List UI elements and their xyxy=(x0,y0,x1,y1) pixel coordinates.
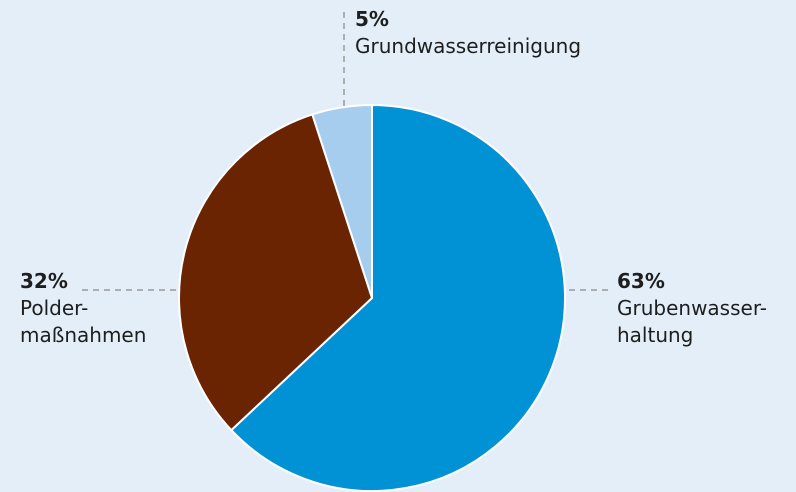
slice-name-line-2-poldermassnahmen: maßnahmen xyxy=(20,323,147,347)
slice-percent-poldermassnahmen: 32% xyxy=(20,269,68,293)
slice-label-poldermassnahmen: 32% Polder- maßnahmen xyxy=(20,268,146,349)
pie-slice-poldermassnahmen xyxy=(178,113,373,432)
leader-lines xyxy=(82,12,610,291)
slice-percent-grubenwasserhaltung: 63% xyxy=(617,269,665,293)
pie-slices xyxy=(178,104,566,492)
pie-slice-grundwasserreinigung xyxy=(311,104,373,299)
pie-slice-grubenwasserhaltung xyxy=(230,104,566,492)
slice-label-grundwasserreinigung: 5% Grundwasserreinigung xyxy=(355,6,581,60)
slice-name-line-1-grubenwasserhaltung: Grubenwasser- xyxy=(617,296,767,320)
slice-label-grubenwasserhaltung: 63% Grubenwasser- haltung xyxy=(617,268,767,349)
slice-name-line-1-poldermassnahmen: Polder- xyxy=(20,296,89,320)
slice-percent-grundwasserreinigung: 5% xyxy=(355,7,389,31)
slice-name-line-1-grundwasserreinigung: Grundwasserreinigung xyxy=(355,34,582,58)
slice-name-line-2-grubenwasserhaltung: haltung xyxy=(617,323,694,347)
